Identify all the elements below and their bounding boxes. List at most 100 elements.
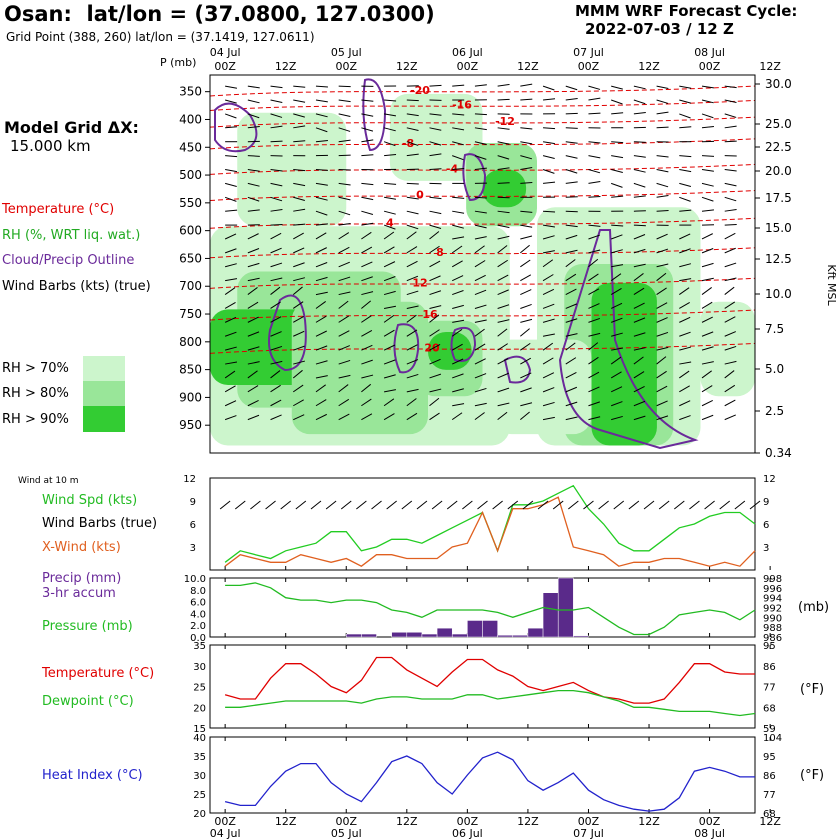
wind-barb [406,113,419,117]
temperature-contour [209,138,756,150]
wind-barb [429,141,442,146]
wind-barb [225,126,238,129]
wind-barb [247,113,260,119]
wind-barb [225,85,238,89]
wind-barb [542,333,555,337]
precip-pressure-panel-y2-tick: 996 [763,584,782,595]
wind-barb [497,83,510,87]
wind-barb [543,181,556,184]
wind-barb [293,113,305,118]
heat-index-line [224,751,755,812]
wind-barb [384,113,397,117]
wind-barb [383,314,395,323]
wind-barb [656,287,667,295]
wind-barb [361,344,373,351]
wind-barb [611,99,623,105]
surface-wind-barb [462,500,473,510]
wind-barb [406,305,419,309]
wind-barb [633,302,645,309]
pressure-tick-label: 700 [179,279,202,293]
cross-section-panel: -20 -16 -12 -8 -4 0 4 8 12 16 20 350 400 450 500 550 60… [160,56,838,460]
wind-barb [338,210,351,216]
temperature-contour-label: -16 [452,98,472,111]
wind-barb [474,113,487,116]
wind-barb [633,141,646,143]
wind-barb [565,401,578,407]
wind-barb [497,167,510,170]
wind-barb [497,259,508,268]
top-hour-label: 12Z [517,60,539,73]
wind-barb [497,357,509,365]
wind-y2-tick: 12 [763,474,776,485]
wind-barb [633,182,646,188]
wind-barb [542,387,555,393]
wind-barb [451,412,463,421]
wind-barb [224,400,237,407]
wind-barb [497,289,509,296]
wind-barb [520,289,532,296]
wind-barb [315,182,328,186]
wind-barb [474,328,485,337]
wind-barb [270,370,281,379]
wind-barb [565,141,578,144]
top-time-axis: 00Z 12Z 00Z 12Z 00Z 12Z 00Z 12Z 00Z 12Z 04 Jul 05 J… [210,46,782,73]
top-hour-label: 00Z [214,60,236,73]
wind-barb [610,273,622,282]
wind-barb [701,209,714,212]
wind-barb [542,416,555,421]
wind-barb [315,375,328,379]
wind-barb [451,328,463,337]
wind-barb [679,113,691,119]
wind-barb [497,182,510,184]
wind-barb [656,302,668,309]
x-wind-label: X-Wind (kts) [42,540,121,555]
wind-barb [701,113,714,119]
wind-barb [588,155,601,159]
surface-wind-barb [386,500,397,510]
wind-barb [224,196,237,202]
bottom-day-label: 04 Jul [210,827,241,840]
wind-barb [361,315,372,323]
temperature-contour [209,190,756,202]
wind-barb [611,234,623,240]
wind-barb [270,262,283,268]
wind-barb [247,196,260,202]
wind-barb [384,389,396,393]
wind-barb [224,287,236,295]
rh-region [482,169,527,208]
wind-barb [724,232,736,240]
bottom-hour-label: 12Z [275,815,297,828]
wind-barb [520,235,533,240]
top-hour-label: 12Z [759,60,781,73]
temperature-panel-y2-tick: 86 [763,662,776,673]
wind-barb [270,99,283,103]
wind-barb [611,332,623,337]
wind-barb [315,223,328,226]
wind-barb [384,153,397,157]
wind-barb [565,342,576,351]
wind-barb [270,169,283,172]
wind-barb [611,169,623,173]
wind-barb [679,361,692,365]
temperature-contour-label: -8 [402,137,414,150]
wind-barb [588,112,601,115]
heat-index-label: Heat Index (°C) [42,768,143,783]
top-hour-label: 12Z [275,60,297,73]
wind-barb [383,290,396,296]
surface-wind-barb [477,500,488,510]
forecast-cycle-label: MMM WRF Forecast Cycle: [575,2,798,20]
wind-barb [542,274,554,282]
wind-barb [384,196,397,200]
wind-barb [611,141,624,144]
wind-barb [724,196,737,202]
wind-barb [633,332,646,337]
wind-barb [633,111,646,115]
wind-barb [384,99,397,102]
wind-barb [315,384,326,393]
wind-barb [474,167,487,170]
wind-barb [633,356,644,365]
wind-barb [542,288,555,296]
wind-barb [429,245,440,254]
wind-barb [588,141,601,144]
wind-barb [724,209,737,212]
